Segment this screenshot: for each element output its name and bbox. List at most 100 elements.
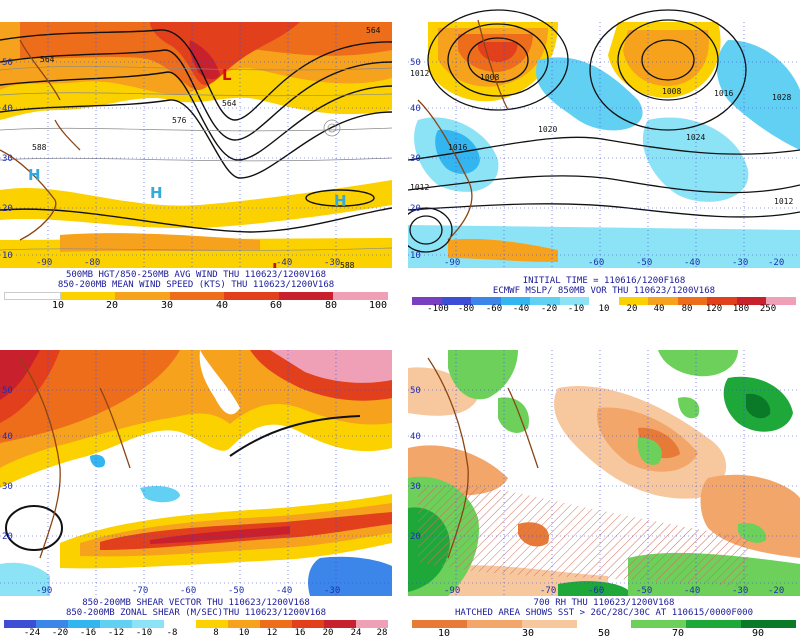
colorbar-tick: -60 <box>485 304 503 314</box>
colorbar-swatch <box>521 620 577 628</box>
contour-label: 1012 <box>774 197 793 206</box>
colorbar-ticks: 10 30 50 70 90 <box>408 628 800 640</box>
colorbar-tick: 10 <box>51 300 65 311</box>
lon-label: -40 <box>276 258 292 268</box>
lat-label: 20 <box>2 532 13 542</box>
colorbar <box>4 620 388 628</box>
contour-label: 564 <box>366 26 381 35</box>
contour-label: 1020 <box>538 125 557 134</box>
map-zonal-shear: 50 40 30 20 -90 -70 -60 -50 -40 -30 <box>0 328 392 596</box>
colorbar-swatch <box>260 620 292 628</box>
lat-label: 50 <box>410 58 421 68</box>
colorbar-tick: 180 <box>732 304 750 314</box>
contour-label: 588 <box>32 143 47 152</box>
lon-label: -40 <box>684 258 700 268</box>
lon-label: -20 <box>768 586 784 596</box>
colorbar-tick: 100 <box>368 300 388 311</box>
lat-label: 30 <box>410 482 421 492</box>
panel-700mb-rh: 50 40 30 20 -90 -70 -60 -50 -40 -30 -20 … <box>408 328 800 640</box>
low-pressure-marker: L <box>272 260 282 268</box>
colorbar-tick: 12 <box>266 628 278 638</box>
colorbar-tick: 50 <box>597 628 611 639</box>
lat-label: 10 <box>410 251 421 261</box>
colorbar-tick: 10 <box>598 304 610 314</box>
contour-label: 564 <box>40 55 55 64</box>
colorbar-tick: 30 <box>160 300 174 311</box>
colorbar-swatch <box>60 292 116 300</box>
lat-label: 20 <box>2 204 13 214</box>
colorbar-tick: 80 <box>681 304 693 314</box>
lon-label: -20 <box>768 258 784 268</box>
lon-label: -90 <box>444 586 460 596</box>
map-caption-line1: 700 RH THU 110623/1200V168 <box>533 598 675 608</box>
colorbar-swatch <box>741 620 797 628</box>
panel-zonal-shear: 50 40 30 20 -90 -70 -60 -50 -40 -30 850-… <box>0 328 392 640</box>
colorbar-tick: -20 <box>51 628 69 638</box>
colorbar-tick: 20 <box>626 304 638 314</box>
contour-label: 1008 <box>480 73 499 82</box>
map-700mb-relative-humidity: 50 40 30 20 -90 -70 -60 -50 -40 -30 -20 <box>408 328 800 596</box>
lon-label: -70 <box>540 586 556 596</box>
colorbar-swatch <box>356 620 388 628</box>
contour-label: 1012 <box>410 69 429 78</box>
lon-label: -30 <box>732 586 748 596</box>
colorbar-tick: 40 <box>215 300 229 311</box>
colorbar-tick: 16 <box>294 628 306 638</box>
colorbar-swatch <box>292 620 324 628</box>
colorbar-swatch <box>471 297 501 305</box>
lon-label: -90 <box>444 258 460 268</box>
lon-label: -40 <box>276 586 292 596</box>
colorbar-swatch <box>631 620 687 628</box>
colorbar-swatch <box>100 620 132 628</box>
colorbar-swatch <box>677 297 708 305</box>
contour-label: 588 <box>340 261 355 268</box>
colorbar-swatch <box>466 620 522 628</box>
colorbar-ticks: -24 -20 -16 -12 -10 -8 8 10 12 16 20 24 … <box>0 628 392 640</box>
panel-mslp-vorticity: 50 40 30 20 10 -90 -60 -50 -40 -30 -20 1… <box>408 0 800 314</box>
colorbar-tick: 80 <box>324 300 338 311</box>
high-pressure-marker: H <box>334 192 347 210</box>
colorbar-tick: -12 <box>107 628 125 638</box>
lon-label: -90 <box>36 586 52 596</box>
colorbar-swatch <box>412 297 442 305</box>
lat-label: 50 <box>410 386 421 396</box>
colorbar-tick: 20 <box>322 628 334 638</box>
colorbar-swatch <box>196 620 228 628</box>
lon-label: -30 <box>732 258 748 268</box>
colorbar-ticks: 10 20 30 40 60 80 100 <box>0 300 392 312</box>
colorbar-swatch <box>618 297 649 305</box>
colorbar-tick: 10 <box>238 628 250 638</box>
map-caption-line1: 500MB HGT/850-250MB AVG WIND THU 110623/… <box>65 270 327 280</box>
map-mslp-850mb-vorticity: 50 40 30 20 10 -90 -60 -50 -40 -30 -20 1… <box>408 0 800 268</box>
colorbar-swatch <box>333 292 389 300</box>
map-caption-line2: HATCHED AREA SHOWS SST > 26C/28C/30C AT … <box>454 608 753 618</box>
colorbar-swatch <box>36 620 68 628</box>
map-caption-line2: 850-200MB MEAN WIND SPEED (KTS) THU 1106… <box>57 280 335 290</box>
contour-label: 1016 <box>448 143 467 152</box>
lon-label: -80 <box>84 258 100 268</box>
colorbar-swatch <box>766 297 796 305</box>
colorbar-tick: 70 <box>671 628 685 639</box>
lat-label: 30 <box>410 154 421 164</box>
lat-label: 40 <box>410 104 421 114</box>
colorbar-swatch <box>68 620 100 628</box>
lon-label: -50 <box>636 586 652 596</box>
lat-label: 20 <box>410 204 421 214</box>
colorbar-tick: 28 <box>376 628 388 638</box>
lon-label: -30 <box>324 586 340 596</box>
contour-label: 576 <box>172 116 187 125</box>
lon-label: -90 <box>36 258 52 268</box>
colorbar-swatch <box>500 297 531 305</box>
lon-label: -60 <box>180 586 196 596</box>
colorbar-tick: -24 <box>23 628 41 638</box>
colorbar <box>412 297 796 305</box>
colorbar-tick: 10 <box>437 628 451 639</box>
colorbar-tick: 24 <box>350 628 362 638</box>
colorbar-tick: -40 <box>512 304 530 314</box>
high-pressure-marker: H <box>150 184 163 202</box>
colorbar-swatch <box>707 297 737 305</box>
lat-label: 10 <box>2 251 13 261</box>
high-pressure-marker: H <box>28 166 41 184</box>
colorbar-tick: -8 <box>166 628 178 638</box>
lat-label: 30 <box>2 154 13 164</box>
